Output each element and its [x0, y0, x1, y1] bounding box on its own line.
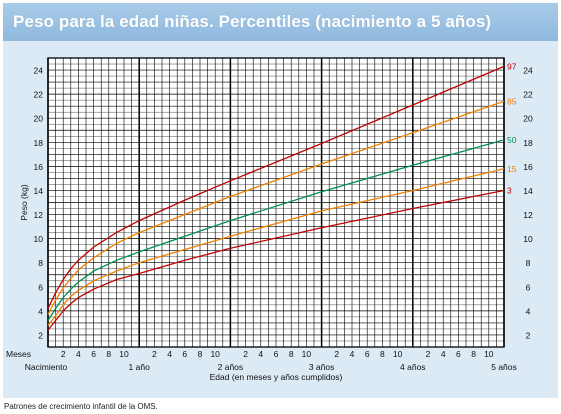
year-label: 4 años [400, 362, 426, 372]
y-tick-label-left: 4 [38, 306, 43, 316]
month-row-label: Meses [6, 349, 31, 359]
month-tick-label: 2 [334, 349, 339, 359]
year-label: 5 años [491, 362, 517, 372]
month-tick-label: 6 [456, 349, 461, 359]
month-tick-label: 10 [119, 349, 129, 359]
plot-border [47, 57, 505, 348]
percentile-97-label: 97 [507, 61, 517, 71]
x-axis-label: Edad (en meses y años cumplidos) [210, 372, 343, 382]
y-tick-label-right: 18 [523, 138, 533, 148]
month-tick-label: 4 [258, 349, 263, 359]
y-tick-label-right: 4 [526, 306, 531, 316]
y-tick-label-right: 8 [526, 258, 531, 268]
month-tick-label: 4 [350, 349, 355, 359]
month-tick-label: 10 [484, 349, 494, 359]
month-tick-label: 8 [106, 349, 111, 359]
year-label: 3 años [309, 362, 335, 372]
y-tick-label-left: 8 [38, 258, 43, 268]
y-tick-label-left: 10 [34, 234, 44, 244]
month-tick-label: 6 [91, 349, 96, 359]
month-tick-label: 4 [76, 349, 81, 359]
month-tick-label: 2 [61, 349, 66, 359]
month-tick-label: 6 [274, 349, 279, 359]
page-title: Peso para la edad niñas. Percentiles (na… [13, 12, 492, 31]
month-tick-label: 4 [441, 349, 446, 359]
y-tick-label-right: 16 [523, 162, 533, 172]
percentile-3-label: 3 [507, 185, 512, 195]
y-tick-label-left: 18 [34, 138, 44, 148]
percentile-3-line [47, 189, 505, 331]
grid [47, 57, 505, 348]
percentile-85-line [47, 100, 505, 315]
y-tick-label-left: 6 [38, 282, 43, 292]
y-tick-label-left: 24 [34, 66, 44, 76]
month-tick-label: 2 [152, 349, 157, 359]
month-tick-label: 2 [243, 349, 248, 359]
y-axis-label: Peso (kg) [19, 184, 29, 221]
month-tick-label: 8 [289, 349, 294, 359]
y-tick-label-right: 22 [523, 90, 533, 100]
month-tick-label: 6 [365, 349, 370, 359]
month-tick-label: 2 [426, 349, 431, 359]
month-tick-label: 10 [210, 349, 220, 359]
percentile-97-line [47, 65, 505, 309]
y-tick-label-right: 24 [523, 66, 533, 76]
month-tick-label: 8 [380, 349, 385, 359]
y-tick-label-left: 14 [34, 186, 44, 196]
title-bar: Peso para la edad niñas. Percentiles (na… [3, 3, 558, 41]
y-tick-label-right: 12 [523, 210, 533, 220]
y-tick-label-left: 22 [34, 90, 44, 100]
month-tick-label: 8 [471, 349, 476, 359]
y-tick-label-right: 14 [523, 186, 533, 196]
y-tick-label-right: 10 [523, 234, 533, 244]
y-tick-label-left: 20 [34, 114, 44, 124]
percentile-15-line [47, 168, 505, 326]
percentile-50-line [47, 139, 505, 321]
y-tick-label-left: 16 [34, 162, 44, 172]
month-tick-label: 8 [198, 349, 203, 359]
source-note: Patrones de crecimiento infantil de la O… [4, 402, 158, 411]
month-tick-label: 4 [167, 349, 172, 359]
y-tick-label-left: 12 [34, 210, 44, 220]
month-tick-label: 6 [182, 349, 187, 359]
year-label: 2 años [218, 362, 244, 372]
y-tick-label-right: 20 [523, 114, 533, 124]
month-tick-label: 10 [302, 349, 312, 359]
percentile-15-label: 15 [507, 164, 517, 174]
month-tick-label: 10 [393, 349, 403, 359]
y-tick-label-right: 2 [526, 330, 531, 340]
y-tick-label-left: 2 [38, 330, 43, 340]
percentile-85-label: 85 [507, 96, 517, 106]
year-label: 1 año [129, 362, 151, 372]
year-label: Nacimiento [25, 362, 68, 372]
percentile-50-label: 50 [507, 135, 517, 145]
y-tick-label-right: 6 [526, 282, 531, 292]
